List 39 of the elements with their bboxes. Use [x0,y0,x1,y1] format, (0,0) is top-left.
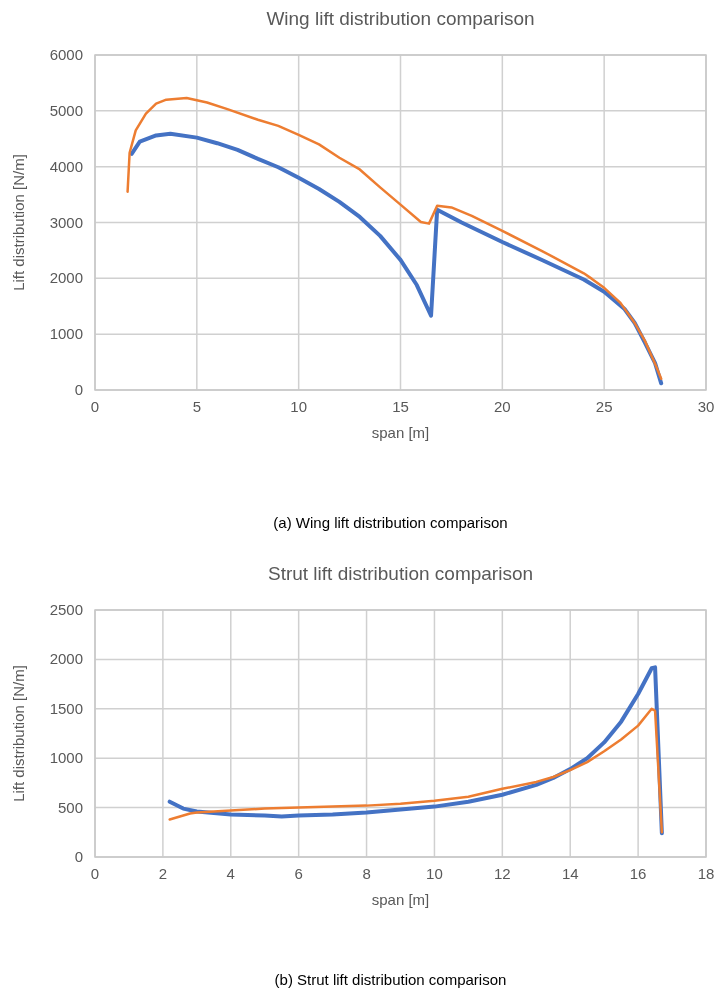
y-tick-label: 6000 [49,46,83,63]
x-tick-label: 16 [629,865,647,882]
y-tick-label: 1500 [49,699,83,717]
y-axis-title: Lift distribution [N/m] [10,154,27,291]
x-tick-label: 25 [595,398,613,415]
x-tick-label: 4 [226,865,235,882]
x-tick-label: 10 [290,398,308,415]
y-axis-title: Lift distribution [N/m] [10,665,27,802]
y-tick-label: 1000 [49,325,83,343]
y-tick-label: 2500 [49,601,83,618]
x-tick-label: 0 [90,398,100,415]
x-tick-label: 0 [90,865,100,882]
chart-title: Strut lift distribution comparison [267,563,534,584]
y-tick-label: 2000 [49,650,83,668]
y-tick-label: 3000 [49,213,83,231]
x-tick-label: 12 [493,865,511,882]
y-tick-label: 500 [57,798,83,816]
x-tick-label: 6 [294,865,303,882]
x-tick-label: 5 [192,398,202,415]
text: (b) Strut lift distribution comparison [274,971,507,988]
y-tick-label: 2000 [49,269,83,287]
y-tick-label: 0 [74,381,83,398]
y-tick-label: 5000 [49,101,83,119]
x-tick-label: 14 [561,865,579,882]
x-tick-label: 30 [697,398,715,415]
y-tick-label: 1000 [49,749,83,767]
line-series [168,707,664,834]
x-tick-label: 20 [493,398,511,415]
text: (a) Wing lift distribution comparison [273,514,508,531]
x-tick-label: 8 [362,865,371,882]
chart-title: Wing lift distribution comparison [266,8,535,29]
x-axis-title: span [m] [371,891,430,908]
x-tick-label: 18 [697,865,715,882]
x-tick-label: 2 [158,865,168,882]
y-tick-label: 0 [74,848,83,865]
y-tick-label: 4000 [49,157,83,175]
x-tick-label: 15 [392,398,409,415]
x-tick-label: 10 [426,865,443,882]
x-axis-title: span [m] [371,424,430,441]
